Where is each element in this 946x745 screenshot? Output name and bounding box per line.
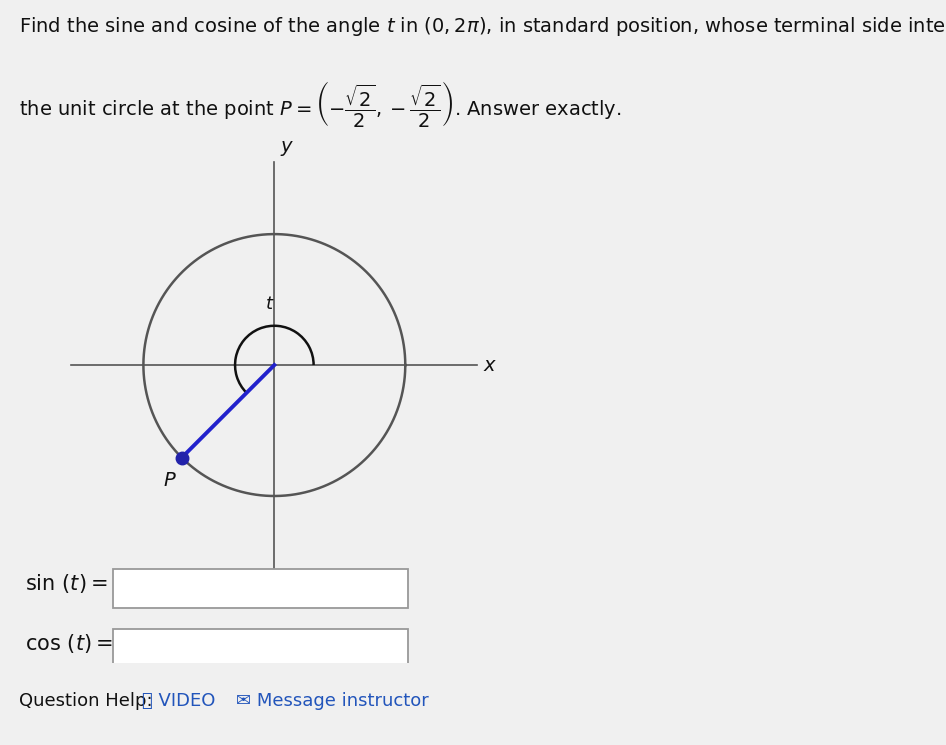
Text: t: t <box>266 295 272 313</box>
Text: Find the sine and cosine of the angle $t$ in $(0, 2\pi)$, in standard position, : Find the sine and cosine of the angle $t… <box>19 15 946 38</box>
Text: Question Help:: Question Help: <box>19 691 152 710</box>
Text: $\cos\,(t) =$: $\cos\,(t) =$ <box>25 633 113 655</box>
FancyBboxPatch shape <box>113 629 408 668</box>
Text: the unit circle at the point $P = \left(-\dfrac{\sqrt{2}}{2}, -\dfrac{\sqrt{2}}{: the unit circle at the point $P = \left(… <box>19 79 622 130</box>
Text: x: x <box>483 355 496 375</box>
FancyBboxPatch shape <box>113 569 408 608</box>
Text: y: y <box>281 136 292 156</box>
Text: ✉ Message instructor: ✉ Message instructor <box>236 691 429 710</box>
Text: P: P <box>164 471 175 489</box>
Text: 📄 VIDEO: 📄 VIDEO <box>142 691 216 710</box>
Text: $\sin\,(t) =$: $\sin\,(t) =$ <box>25 572 107 595</box>
